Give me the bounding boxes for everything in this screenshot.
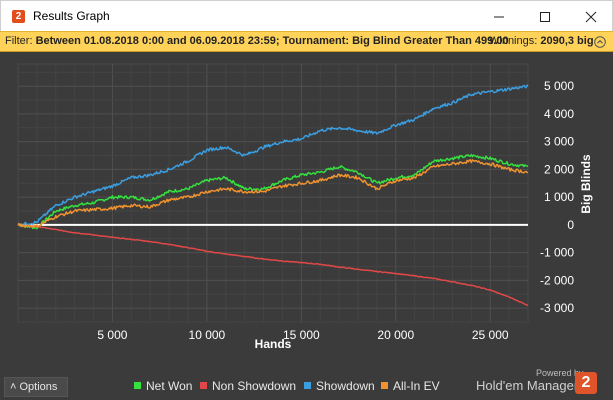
filter-value: Between 01.08.2018 0:00 and 06.09.2018 2…	[35, 35, 509, 47]
chart-background	[0, 52, 613, 374]
series-lines	[17, 84, 529, 307]
y-tick-label: 1 000	[544, 190, 574, 204]
filter-text: Filter: Between 01.08.2018 0:00 and 06.0…	[5, 32, 509, 51]
brand-logo-icon: 2	[575, 372, 597, 394]
filter-label: Filter:	[5, 35, 33, 47]
maximize-button[interactable]	[522, 1, 568, 31]
options-button[interactable]: ˄ Options	[4, 377, 68, 397]
legend-label: All-In EV	[393, 379, 440, 393]
maximize-icon	[540, 12, 550, 22]
close-icon	[585, 11, 597, 23]
legend-swatch	[200, 382, 207, 389]
y-tick-label: 4 000	[544, 107, 574, 121]
x-tick-label: 20 000	[377, 328, 414, 342]
legend-item-non-showdown[interactable]: Non Showdown	[200, 379, 296, 393]
legend-swatch	[134, 382, 141, 389]
app-logo-icon: 2	[12, 10, 25, 23]
x-tick-label: 5 000	[97, 328, 127, 342]
y-axis-ticks: -3 000 -2 000 -1 000 0 1 000 2 000 3 000 4 000 5…	[540, 79, 574, 315]
y-tick-label: -1 000	[540, 246, 574, 260]
winnings-label: Winnings:	[489, 35, 538, 47]
options-bar: ˄ Options Net Won Non Showdown Showdown …	[0, 374, 613, 400]
x-axis-ticks: 5 000 10 000 15 000 20 000 25 000	[97, 328, 508, 342]
x-tick-label: 15 000	[283, 328, 320, 342]
winnings-value: 2090,3 big	[540, 35, 594, 47]
legend-label: Net Won	[146, 379, 193, 393]
options-label: Options	[19, 381, 58, 393]
y-tick-label: 2 000	[544, 162, 574, 176]
brand-name: Hold'em Manager	[476, 378, 579, 393]
y-tick-label: -2 000	[540, 273, 574, 287]
y-tick-label: 5 000	[544, 79, 574, 93]
filter-bar: Filter: Between 01.08.2018 0:00 and 06.0…	[0, 31, 613, 52]
legend-item-all-in-ev[interactable]: All-In EV	[381, 379, 440, 393]
x-tick-label: 10 000	[189, 328, 226, 342]
legend-label: Non Showdown	[212, 379, 297, 393]
winnings-text: Winnings: 2090,3 big	[489, 32, 594, 51]
legend-label: Showdown	[316, 379, 375, 393]
series-line-all-in-ev	[17, 159, 529, 229]
x-tick-label: 25 000	[472, 328, 509, 342]
window-title: Results Graph	[33, 9, 110, 23]
legend-item-net-won[interactable]: Net Won	[134, 379, 192, 393]
chevron-up-icon: ˄	[10, 381, 17, 393]
series-line-showdown	[17, 84, 529, 227]
close-button[interactable]	[568, 1, 613, 31]
chart-grid	[17, 63, 529, 323]
powered-by-text: Powered by	[536, 368, 584, 378]
y-tick-label: 0	[567, 218, 574, 232]
series-line-net-won	[17, 153, 529, 230]
y-tick-label: 3 000	[544, 135, 574, 149]
legend-swatch	[381, 382, 388, 389]
y-tick-label: -3 000	[540, 301, 574, 315]
title-bar: 2 Results Graph	[0, 0, 613, 31]
legend-swatch	[304, 382, 311, 389]
legend-item-showdown[interactable]: Showdown	[304, 379, 375, 393]
y-axis-label: Big Blinds	[579, 154, 593, 214]
chevron-up-circle-icon[interactable]	[594, 36, 606, 48]
minimize-icon	[494, 16, 504, 18]
results-chart: 5 000 10 000 15 000 20 000 25 000 -3 000 -2 0…	[0, 52, 613, 374]
series-line-non-showdown	[17, 224, 529, 307]
x-axis-label: Hands	[255, 337, 292, 351]
minimize-button[interactable]	[476, 1, 522, 31]
